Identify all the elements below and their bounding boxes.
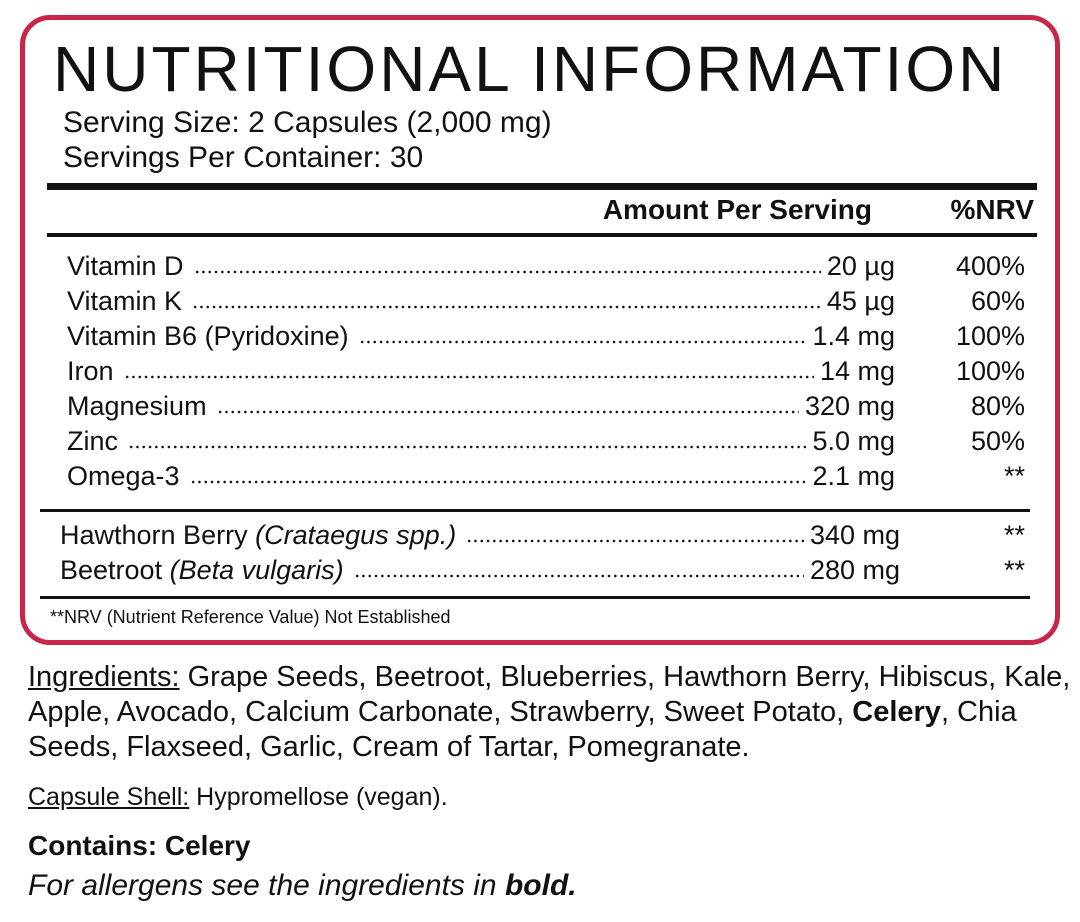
capsule-shell-heading: Capsule Shell: (28, 783, 190, 811)
nutrient-row: Vitamin K 45 µg 60% (67, 286, 1025, 321)
nutrient-name: Vitamin D (67, 251, 184, 282)
nutrient-amount: 320 mg (804, 391, 895, 421)
ingredients: Ingredients: Grape Seeds, Beetroot, Blue… (28, 660, 1078, 765)
nutrient-name-text: Zinc (67, 426, 119, 456)
nrv-header: %NRV (950, 194, 1034, 225)
nutrient-row: Iron 14 mg 100% (67, 356, 1025, 391)
nutrient-row: Hawthorn Berry (Crataegus spp.) 340 mg ** (60, 520, 1025, 555)
nutrient-name: Omega-3 (67, 461, 180, 492)
ingredients-allergen: Celery (852, 696, 941, 728)
dot-leader (123, 374, 814, 380)
nutrient-name-text: Omega-3 (67, 461, 180, 491)
dot-leader (189, 479, 807, 485)
nutrient-name: Vitamin B6 (Pyridoxine) (67, 321, 349, 352)
nutrient-name-text: Hawthorn Berry (60, 520, 248, 550)
dot-leader (216, 409, 799, 415)
nutrient-name: Hawthorn Berry (Crataegus spp.) (60, 520, 456, 551)
dot-leader (192, 304, 821, 310)
allergen-note-bold: bold. (504, 869, 577, 902)
nutrient-name-text: Vitamin D (67, 251, 184, 281)
nutrient-latin: (Crataegus spp.) (255, 520, 457, 550)
dot-leader (353, 573, 804, 579)
nutrient-row: Beetroot (Beta vulgaris) 280 mg ** (60, 555, 1025, 590)
capsule-shell-text: Hypromellose (vegan). (196, 783, 448, 811)
nutrient-amount: 1.4 mg (812, 321, 895, 351)
dot-leader (466, 538, 804, 544)
title: NUTRITIONAL INFORMATION (53, 33, 1008, 105)
nutrient-row: Magnesium 320 mg 80% (67, 391, 1025, 426)
nutrient-nrv: ** (1003, 461, 1025, 491)
nutrient-name: Zinc (67, 426, 118, 457)
nutrient-amount: 2.1 mg (812, 461, 895, 491)
nutrient-row: Vitamin B6 (Pyridoxine) 1.4 mg 100% (67, 321, 1025, 356)
nutrient-nrv: 100% (955, 356, 1025, 386)
ingredients-heading: Ingredients: (28, 661, 180, 693)
nutrient-amount: 5.0 mg (812, 426, 895, 456)
ingredients-text: , Chia Seeds, Flaxseed, Garlic, Cream of… (28, 696, 1017, 763)
ingredients-text: Grape Seeds, Beetroot, Blueberries, Hawt… (28, 661, 1071, 728)
nutrient-name: Vitamin K (67, 286, 182, 317)
nutrient-latin: (Beta vulgaris) (169, 555, 344, 585)
nutrient-nrv: ** (1003, 520, 1025, 550)
rule (47, 183, 1037, 190)
nutrient-amount: 45 µg (826, 286, 895, 316)
nutrient-nrv: ** (1003, 555, 1025, 585)
nutrient-amount: 14 mg (819, 356, 895, 386)
nutrient-amount: 280 mg (809, 555, 900, 585)
dot-leader (128, 444, 807, 450)
nutrient-name: Beetroot (Beta vulgaris) (60, 555, 344, 586)
amount-header: Amount Per Serving (602, 194, 872, 225)
label-border (20, 15, 1060, 645)
rule (40, 509, 1030, 512)
nutrient-name-text: Vitamin K (67, 286, 183, 316)
nutrient-nrv: 80% (970, 391, 1025, 421)
nutrient-name: Magnesium (67, 391, 207, 422)
nutrient-row: Vitamin D 20 µg 400% (67, 251, 1025, 286)
nutrient-nrv: 100% (955, 321, 1025, 351)
serving-size: Serving Size: 2 Capsules (2,000 mg) (63, 106, 552, 139)
nutrient-row: Zinc 5.0 mg 50% (67, 426, 1025, 461)
footnote: **NRV (Nutrient Reference Value) Not Est… (50, 607, 451, 627)
nutrient-row: Omega-3 2.1 mg ** (67, 461, 1025, 496)
allergen-note: For allergens see the ingredients in bol… (28, 869, 577, 903)
nutrient-nrv: 60% (970, 286, 1025, 316)
nutrient-name: Iron (67, 356, 114, 387)
nutrient-nrv: 50% (970, 426, 1025, 456)
nutrient-nrv: 400% (955, 251, 1025, 281)
contains: Contains: Celery (28, 830, 251, 861)
nutrient-amount: 20 µg (826, 251, 895, 281)
capsule-shell: Capsule Shell: Hypromellose (vegan). (28, 783, 448, 812)
rule (40, 596, 1030, 599)
nutrient-name-text: Vitamin B6 (Pyridoxine) (67, 321, 349, 351)
nutrient-name-text: Magnesium (67, 391, 207, 421)
dot-leader (358, 339, 807, 345)
nutrient-name-text: Beetroot (60, 555, 163, 585)
nutrient-amount: 340 mg (809, 520, 900, 550)
nutrient-name-text: Iron (67, 356, 114, 386)
allergen-note-text: For allergens see the ingredients in (28, 869, 497, 902)
servings-per-container: Servings Per Container: 30 (63, 141, 424, 174)
rule (47, 233, 1037, 237)
dot-leader (193, 269, 821, 275)
